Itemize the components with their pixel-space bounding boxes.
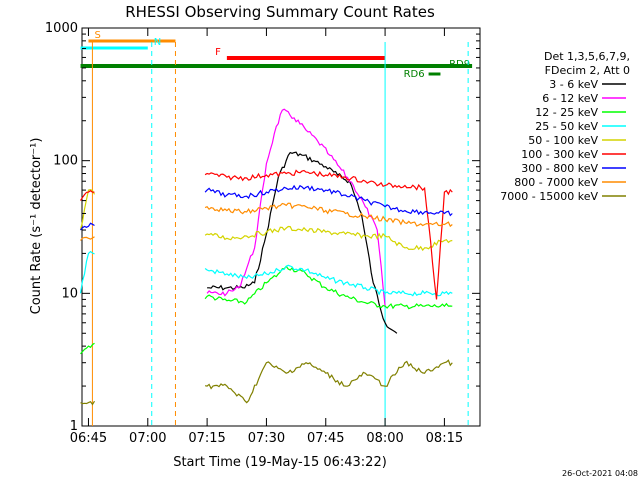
series-lines xyxy=(79,108,453,406)
legend-header-0: Det 1,3,5,6,7,9, xyxy=(544,50,630,63)
x-tick-label: 08:00 xyxy=(366,431,403,446)
series-line-300-800-kev-1 xyxy=(204,184,453,217)
y-tick-label: 100 xyxy=(53,154,78,169)
plot-frame xyxy=(81,27,481,427)
y-tick-label: 10 xyxy=(61,286,78,301)
legend-label-12-25-kev: 12 - 25 keV xyxy=(535,106,598,119)
legend-label-800-7000-kev: 800 - 7000 keV xyxy=(514,176,598,189)
x-tick-label: 07:00 xyxy=(129,431,166,446)
x-tick-label: 07:30 xyxy=(248,431,285,446)
series-line-6-12-kev-1 xyxy=(206,108,386,307)
y-axis-label: Count Rate (s⁻¹ detector⁻¹) xyxy=(29,138,44,315)
x-tick-label: 07:15 xyxy=(188,431,225,446)
series-line-100-300-kev-0 xyxy=(79,189,95,201)
legend: Det 1,3,5,6,7,9,FDecim 2, Att 03 - 6 keV… xyxy=(500,50,630,203)
y-tick-label: 1000 xyxy=(45,21,78,36)
series-line-800-7000-kev-0 xyxy=(80,236,95,241)
legend-label-3-6-kev: 3 - 6 keV xyxy=(549,78,598,91)
axes: 06:45 07:00 07:15 07:30 07:45 08:00 08:15 1 10 10… xyxy=(45,21,480,446)
series-line-50-100-kev-0 xyxy=(79,188,96,231)
legend-label-50-100-kev: 50 - 100 keV xyxy=(528,134,598,147)
x-tick-label: 07:45 xyxy=(307,431,344,446)
plot-area xyxy=(81,27,481,427)
flag-bars: S N F RD9 RD6 xyxy=(80,30,473,426)
series-line-50-100-kev-1 xyxy=(204,225,453,252)
x-axis-label: Start Time (19-May-15 06:43:22) xyxy=(173,455,387,470)
legend-label-300-800-kev: 300 - 800 keV xyxy=(521,162,598,175)
series-line-25-50-kev-0 xyxy=(79,250,95,294)
series-line-25-50-kev-1 xyxy=(204,264,453,297)
series-line-100-300-kev-1 xyxy=(204,169,453,300)
legend-header-1: FDecim 2, Att 0 xyxy=(545,64,630,77)
series-line-800-7000-kev-1 xyxy=(204,202,453,228)
legend-label-25-50-kev: 25 - 50 keV xyxy=(535,120,598,133)
series-line-7000-15000-kev-1 xyxy=(204,359,453,404)
flag-label-rd9: RD9 xyxy=(449,59,470,70)
legend-label-7000-15000-kev: 7000 - 15000 keV xyxy=(500,190,598,203)
legend-label-100-300-kev: 100 - 300 keV xyxy=(521,148,598,161)
flag-label-rd6: RD6 xyxy=(404,69,425,80)
flag-label-n: N xyxy=(154,37,161,48)
series-line-7000-15000-kev-0 xyxy=(80,400,96,406)
series-line-12-25-kev-1 xyxy=(204,265,453,310)
legend-label-6-12-kev: 6 - 12 keV xyxy=(542,92,598,105)
y-tick-label: 1 xyxy=(70,419,78,434)
flag-label-f: F xyxy=(215,47,221,58)
x-tick-label: 08:15 xyxy=(426,431,463,446)
flag-label-s: S xyxy=(94,30,100,41)
chart-title: RHESSI Observing Summary Count Rates xyxy=(125,3,435,21)
series-line-300-800-kev-0 xyxy=(80,222,95,231)
footer-date: 26-Oct-2021 04:08 xyxy=(562,469,638,478)
series-line-12-25-kev-0 xyxy=(80,342,95,355)
x-tick-label: 06:45 xyxy=(70,431,107,446)
